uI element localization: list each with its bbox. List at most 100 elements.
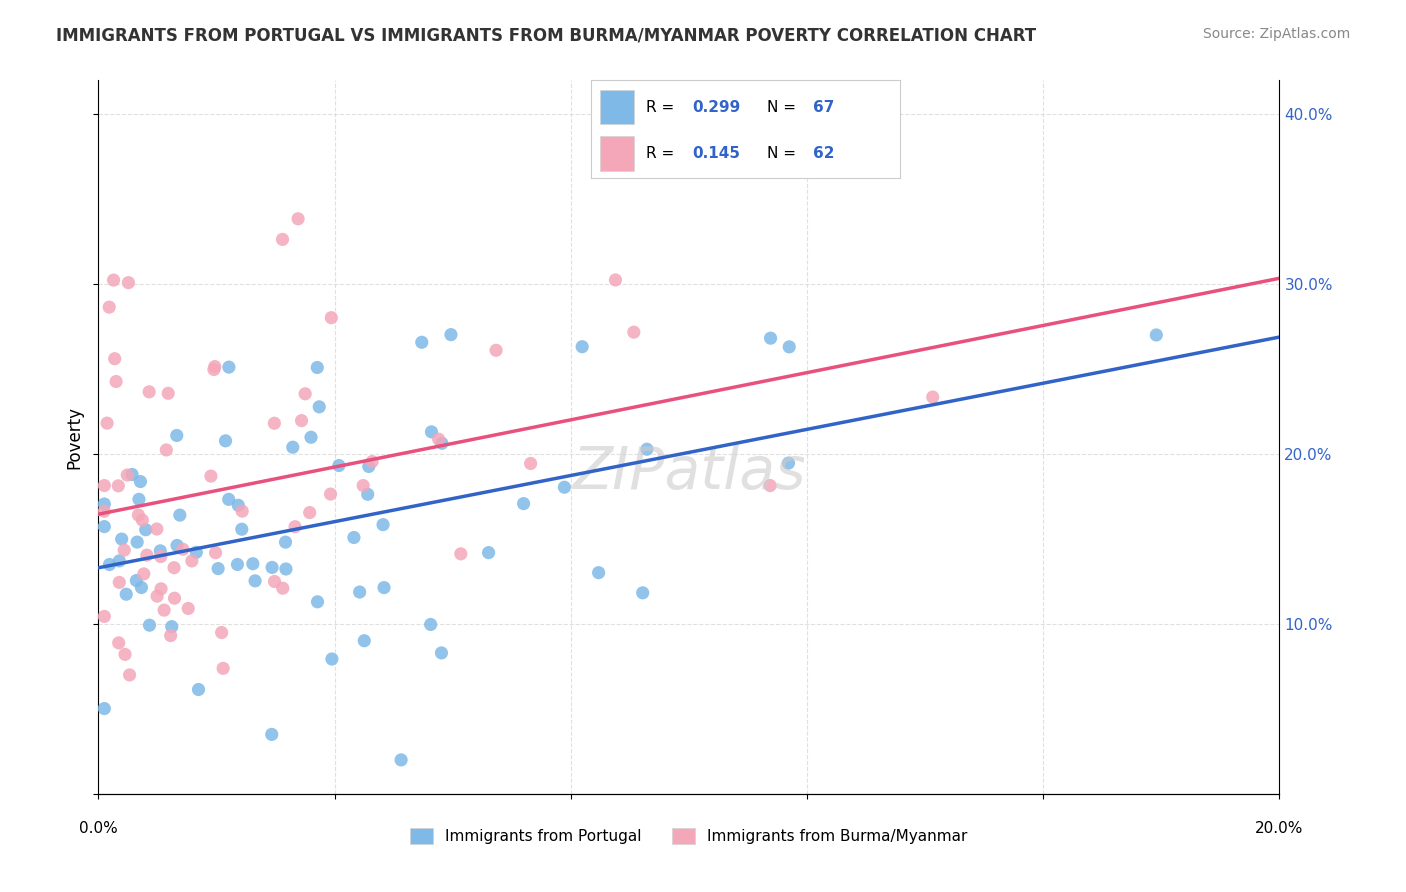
Point [112, 543, 135, 558]
Point [623, 325, 645, 339]
Point [204, 359, 226, 374]
Point [357, 487, 380, 501]
Point [361, 454, 384, 468]
Point [96, 416, 118, 430]
Point [353, 633, 375, 648]
Point [389, 753, 412, 767]
Point [243, 574, 266, 588]
Text: IMMIGRANTS FROM PORTUGAL VS IMMIGRANTS FROM BURMA/MYANMAR POVERTY CORRELATION CH: IMMIGRANTS FROM PORTUGAL VS IMMIGRANTS F… [56, 27, 1036, 45]
Point [299, 430, 322, 444]
Point [146, 522, 169, 536]
Point [214, 434, 236, 448]
Point [307, 360, 329, 375]
Point [163, 591, 186, 606]
Point [180, 554, 202, 568]
Point [117, 276, 139, 290]
Text: N =: N = [766, 146, 800, 161]
Point [778, 340, 800, 354]
Point [778, 456, 800, 470]
Point [284, 519, 307, 533]
Point [262, 560, 284, 574]
Point [187, 682, 209, 697]
Point [274, 562, 297, 576]
Point [321, 310, 343, 325]
Point [290, 414, 312, 428]
Point [294, 386, 316, 401]
Text: 67: 67 [813, 100, 835, 115]
Point [371, 517, 394, 532]
Point [111, 532, 134, 546]
Point [588, 566, 610, 580]
Point [103, 273, 125, 287]
Point [263, 416, 285, 430]
Point [271, 581, 294, 595]
Text: N =: N = [766, 100, 800, 115]
Point [125, 574, 148, 588]
Point [430, 436, 453, 450]
Point [93, 701, 115, 715]
FancyBboxPatch shape [600, 136, 634, 170]
Text: R =: R = [647, 146, 679, 161]
Point [420, 425, 443, 439]
Point [169, 508, 191, 522]
Point [212, 661, 235, 675]
Point [163, 560, 186, 574]
Point [231, 504, 253, 518]
Point [519, 457, 541, 471]
Point [226, 498, 249, 512]
Point [131, 513, 153, 527]
Text: 20.0%: 20.0% [1256, 821, 1303, 836]
Point [202, 362, 225, 376]
Point [135, 548, 157, 562]
Point [298, 506, 321, 520]
Point [153, 603, 176, 617]
Point [98, 300, 121, 314]
Point [93, 497, 115, 511]
Point [512, 497, 534, 511]
Point [343, 531, 366, 545]
Point [121, 467, 143, 482]
Point [631, 586, 654, 600]
Point [759, 478, 782, 492]
Text: Source: ZipAtlas.com: Source: ZipAtlas.com [1202, 27, 1350, 41]
Text: ZIPatlas: ZIPatlas [572, 444, 806, 501]
Point [138, 618, 160, 632]
Point [553, 480, 575, 494]
Point [93, 609, 115, 624]
Point [160, 619, 183, 633]
Text: 0.145: 0.145 [693, 146, 741, 161]
Point [226, 558, 249, 572]
Point [571, 340, 593, 354]
Point [349, 585, 371, 599]
Point [373, 581, 395, 595]
Point [307, 595, 329, 609]
Point [166, 428, 188, 442]
Point [242, 557, 264, 571]
Point [93, 478, 115, 492]
Point [150, 582, 173, 596]
Point [231, 522, 253, 536]
Point [271, 232, 294, 246]
Point [321, 652, 343, 666]
Text: 0.299: 0.299 [693, 100, 741, 115]
Text: 0.0%: 0.0% [79, 821, 118, 836]
Point [211, 625, 233, 640]
Point [127, 535, 149, 549]
Point [149, 549, 172, 564]
Point [419, 617, 441, 632]
Point [104, 351, 127, 366]
Point [759, 331, 782, 345]
Point [605, 273, 627, 287]
Point [105, 375, 128, 389]
Point [281, 440, 304, 454]
Point [107, 479, 129, 493]
Point [149, 544, 172, 558]
Point [132, 566, 155, 581]
Point [218, 492, 240, 507]
Point [1144, 328, 1167, 343]
Point [427, 432, 450, 446]
Point [177, 601, 200, 615]
Point [114, 648, 136, 662]
Point [98, 558, 121, 572]
Point [93, 504, 115, 518]
